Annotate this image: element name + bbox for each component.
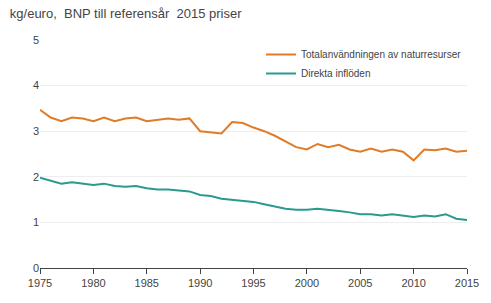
- svg-text:2015: 2015: [455, 277, 479, 289]
- svg-text:2: 2: [33, 171, 39, 183]
- svg-text:5: 5: [33, 34, 39, 46]
- svg-text:2005: 2005: [348, 277, 372, 289]
- svg-text:1985: 1985: [135, 277, 159, 289]
- svg-text:1995: 1995: [241, 277, 265, 289]
- svg-text:Totalanvändningen av naturresu: Totalanvändningen av naturresurser: [301, 49, 461, 60]
- svg-text:Direkta inflöden: Direkta inflöden: [301, 68, 370, 79]
- svg-text:kg/euro, BNP till referensår: kg/euro, BNP till referensår 2015 priser: [10, 6, 242, 21]
- svg-text:1990: 1990: [188, 277, 212, 289]
- svg-text:1980: 1980: [81, 277, 105, 289]
- svg-text:1: 1: [33, 216, 39, 228]
- svg-text:2000: 2000: [295, 277, 319, 289]
- svg-text:1975: 1975: [28, 277, 52, 289]
- svg-text:4: 4: [33, 79, 39, 91]
- svg-text:3: 3: [33, 125, 39, 137]
- svg-text:0: 0: [33, 262, 39, 274]
- svg-text:2010: 2010: [401, 277, 425, 289]
